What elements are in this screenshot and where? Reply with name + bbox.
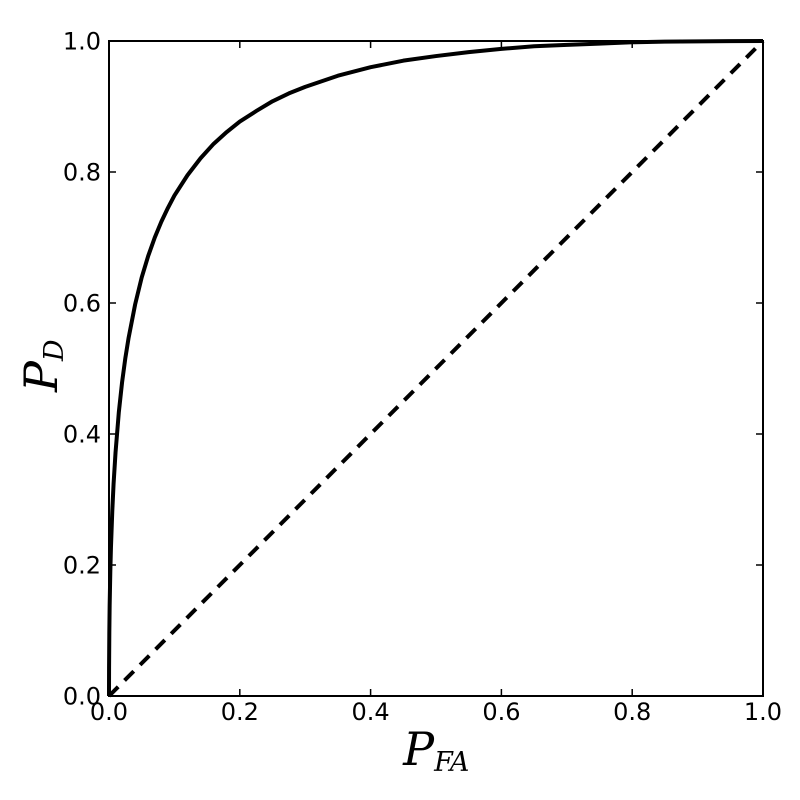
chance-diagonal-line: [107, 39, 765, 698]
y-tick-label: 1.0: [63, 27, 101, 55]
x-axis-label: PFA: [403, 726, 469, 776]
x-tick-label: 0.2: [221, 698, 259, 726]
x-tick-label: 0.4: [352, 698, 390, 726]
y-tick-label: 0.8: [63, 158, 101, 186]
axes-frame: [108, 40, 764, 697]
x-axis-label-main: P: [403, 722, 435, 776]
x-tick-label: 1.0: [744, 698, 782, 726]
y-tick-label: 0.0: [63, 682, 101, 710]
x-axis-label-sub: FA: [434, 746, 469, 778]
y-tick-label: 0.2: [63, 551, 101, 579]
x-tick-label: 0.6: [482, 698, 520, 726]
x-tick-label: 0.8: [613, 698, 651, 726]
y-axis-label: PD: [14, 340, 70, 392]
y-tick-label: 0.6: [63, 289, 101, 317]
roc-curve-line: [107, 39, 764, 697]
y-axis-label-sub: D: [38, 339, 70, 362]
y-tick-label: 0.4: [63, 420, 101, 448]
x-tick-label: 0.0: [90, 698, 128, 726]
y-axis-label-main: P: [14, 361, 68, 393]
